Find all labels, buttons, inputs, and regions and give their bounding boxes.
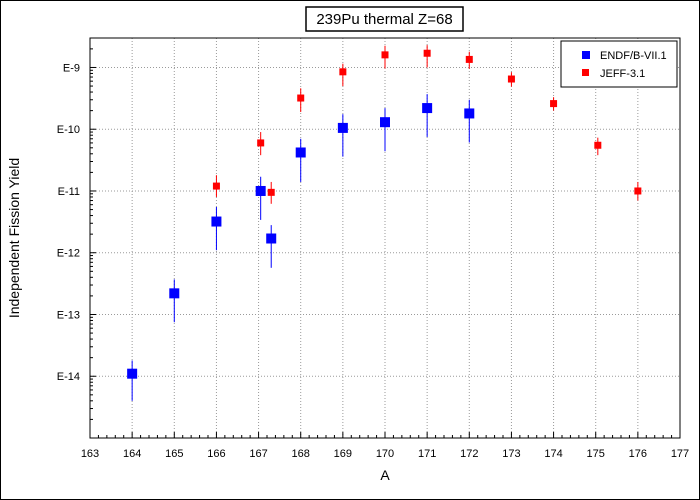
x-tick-label: 173 — [502, 448, 520, 460]
data-point-jeff — [507, 75, 515, 83]
legend-swatch-endf — [582, 51, 590, 59]
legend: ENDF/B-VII.1 JEFF-3.1 — [560, 40, 678, 88]
data-point-endf — [464, 108, 475, 119]
data-point-jeff — [339, 68, 347, 76]
data-point-endf — [380, 117, 390, 128]
x-tick-label: 170 — [376, 448, 394, 460]
x-tick-label: 176 — [629, 448, 647, 460]
axes: 163 164 165 166 167 168 169 170 171 172 173 174 175 1… — [57, 48, 689, 460]
x-tick-label: 165 — [165, 448, 183, 460]
data-point-endf — [337, 122, 348, 133]
data-point-jeff — [212, 182, 220, 190]
title-frame — [305, 6, 464, 32]
x-tick-label: 167 — [249, 448, 267, 460]
y-tick-label: E-10 — [57, 124, 80, 136]
y-tick-label: E-9 — [63, 62, 80, 74]
y-axis-title: Independent Fission Yield — [6, 158, 22, 318]
y-tick-label: E-11 — [58, 186, 80, 198]
data-point-endf — [255, 185, 266, 196]
data-point-endf — [169, 288, 180, 299]
data-point-jeff — [257, 139, 265, 147]
x-tick-label: 177 — [671, 448, 689, 460]
x-tick-label: 164 — [123, 448, 141, 460]
title-box: 239Pu thermal Z=68 — [305, 6, 464, 32]
data-point-jeff — [381, 51, 389, 59]
data-point-endf — [295, 147, 306, 158]
y-tick-label: E-14 — [57, 371, 80, 383]
chart-title: 239Pu thermal Z=68 — [316, 11, 452, 28]
x-tick-label: 174 — [544, 448, 562, 460]
x-tick-label: 166 — [207, 448, 225, 460]
y-tick-label: E-13 — [57, 309, 80, 321]
y-tick-label: E-12 — [57, 248, 80, 260]
data-point-jeff — [594, 141, 602, 149]
data-point-jeff — [267, 188, 275, 196]
x-tick-label: 163 — [81, 448, 99, 460]
legend-swatch-jeff — [582, 69, 589, 76]
data-marks — [127, 45, 642, 401]
data-point-jeff — [423, 49, 431, 57]
x-axis-title: A — [380, 467, 390, 483]
legend-frame — [560, 40, 678, 88]
legend-label-jeff: JEFF-3.1 — [600, 68, 645, 80]
data-point-endf — [127, 368, 138, 379]
data-point-endf — [211, 216, 222, 227]
data-point-jeff — [465, 55, 473, 63]
data-point-jeff — [550, 100, 558, 108]
x-tick-label: 169 — [334, 448, 352, 460]
data-point-endf — [266, 233, 277, 244]
data-point-endf — [422, 103, 433, 114]
data-point-jeff — [297, 94, 305, 102]
legend-label-endf: ENDF/B-VII.1 — [600, 50, 667, 62]
x-tick-label: 175 — [587, 448, 605, 460]
data-point-jeff — [634, 187, 642, 195]
x-tick-label: 171 — [418, 448, 436, 460]
x-tick-label: 172 — [460, 448, 478, 460]
x-tick-label: 168 — [292, 448, 310, 460]
